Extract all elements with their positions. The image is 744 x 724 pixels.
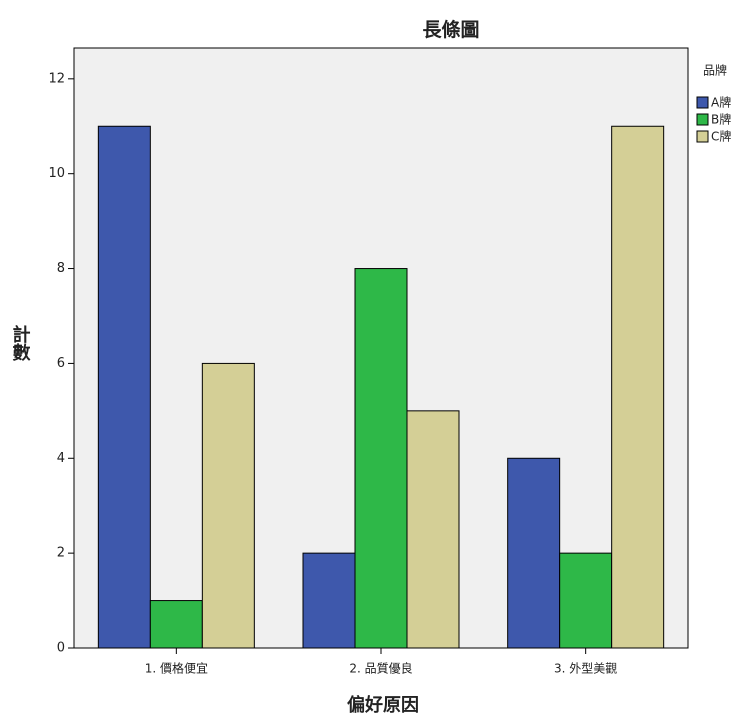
bar [201, 362, 255, 649]
y-tick-label: 10 [48, 166, 65, 181]
legend-swatch [696, 130, 709, 143]
y-tick-label: 2 [57, 546, 65, 561]
bar [149, 600, 203, 649]
chart-title: 長條圖 [422, 18, 479, 41]
x-tick-label: 1. 價格便宜 [145, 661, 208, 676]
legend-swatch [696, 96, 709, 109]
bar [302, 552, 356, 649]
bar [507, 457, 561, 649]
x-tick-label: 2. 品質優良 [349, 661, 412, 676]
legend-label: C牌 [711, 130, 731, 144]
y-tick-label: 8 [57, 261, 65, 276]
legend-label: B牌 [711, 113, 731, 127]
y-axis-label: 計數 [10, 324, 31, 362]
bar [559, 552, 613, 649]
y-tick-label: 12 [48, 71, 65, 86]
legend-title: 品牌 [703, 64, 727, 78]
x-axis-label: 偏好原因 [347, 694, 419, 716]
bar [611, 125, 665, 649]
y-tick-label: 0 [57, 641, 65, 656]
bar [97, 125, 151, 649]
legend-swatch [696, 113, 709, 126]
y-tick-label: 6 [57, 356, 65, 371]
y-tick-label: 4 [57, 451, 65, 466]
x-tick-label: 3. 外型美觀 [554, 662, 617, 676]
bar [406, 410, 460, 649]
bar [354, 268, 408, 649]
legend-label: A牌 [711, 96, 731, 110]
